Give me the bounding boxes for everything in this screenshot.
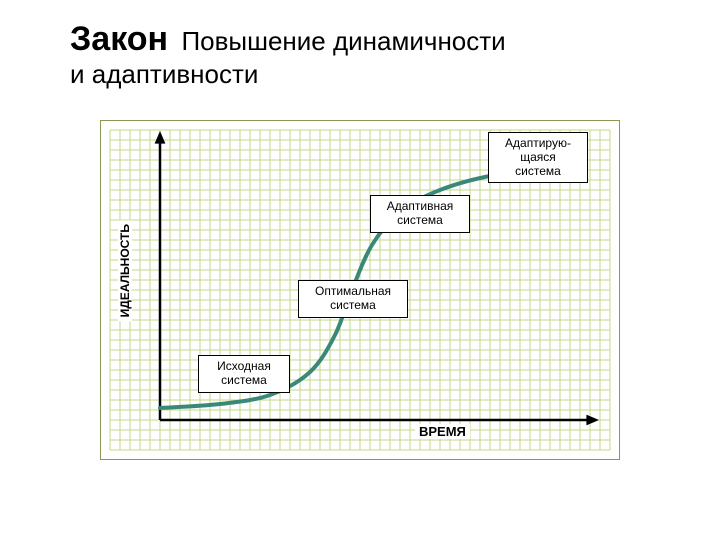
y-axis-label: ИДЕАЛЬНОСТЬ xyxy=(118,220,132,321)
node-label-optimal: Оптимальнаясистема xyxy=(298,280,408,318)
chart-svg xyxy=(0,0,720,540)
slide: Закон Повышение динамичности и адаптивно… xyxy=(0,0,720,540)
node-label-adaptive: Адаптивнаясистема xyxy=(370,195,470,233)
node-label-initial: Исходнаясистема xyxy=(198,355,290,393)
node-label-adapting: Адаптирую-щаясясистема xyxy=(488,132,588,183)
x-axis-label: ВРЕМЯ xyxy=(415,424,470,439)
